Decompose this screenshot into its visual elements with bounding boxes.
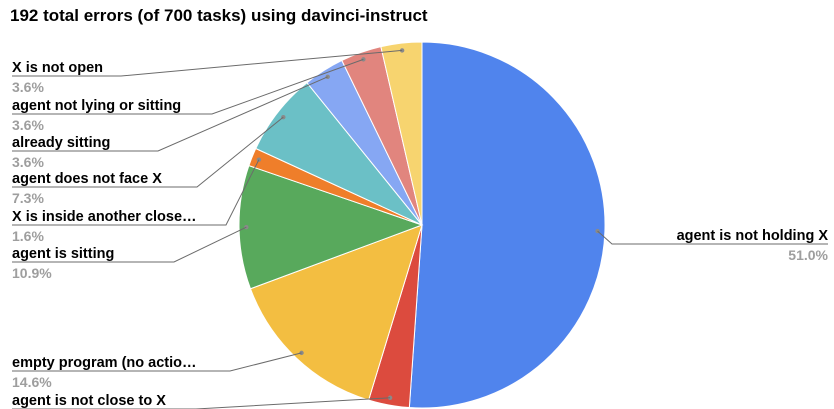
slice-label: agent not lying or sitting: [12, 98, 181, 114]
slice-label: agent is sitting: [12, 246, 114, 262]
leader-line: [12, 159, 260, 226]
slice-label: already sitting: [12, 135, 110, 151]
leader-line: [12, 76, 328, 152]
leader-dot: [256, 157, 262, 162]
pie-slice-empty-program-no-actio[interactable]: [249, 224, 423, 401]
slice-label: agent is not close to X: [12, 393, 166, 409]
leader-line: [597, 230, 828, 245]
slice-percent-label: 3.6%: [12, 154, 44, 170]
chart-title: 192 total errors (of 700 tasks) using da…: [10, 6, 428, 25]
slice-label: empty program (no actio…: [12, 355, 197, 371]
leader-line: [12, 116, 284, 188]
leader-line: [12, 226, 247, 263]
slice-percent-label: 3.6%: [12, 117, 44, 133]
leader-dot: [399, 48, 405, 53]
slice-percent-label: 7.3%: [12, 190, 44, 206]
pie-slice-agent-is-sitting[interactable]: [238, 164, 424, 290]
leader-line: [12, 58, 364, 115]
slice-percent-label: 3.6%: [12, 79, 44, 95]
pie-slice-agent-is-not-holding-x[interactable]: [408, 41, 606, 409]
leader-dot: [387, 395, 393, 400]
leader-dot: [361, 57, 366, 62]
slice-percent-label: 51.0%: [788, 247, 828, 263]
pie-slice-x-is-not-open[interactable]: [380, 41, 423, 226]
slice-percent-label: 1.6%: [12, 228, 44, 244]
leader-line: [12, 352, 302, 372]
slice-label: agent is not holding X: [677, 228, 829, 244]
slice-label: X is inside another close…: [12, 209, 197, 225]
leader-line: [12, 49, 403, 77]
slice-percent-label: 14.6%: [12, 374, 52, 390]
slice-label: agent does not face X: [12, 171, 162, 187]
slice-label: X is not open: [12, 60, 103, 76]
leader-line: [12, 397, 391, 409]
leader-dot: [299, 350, 304, 356]
leader-dot: [244, 225, 249, 230]
slice-percent-label: 10.9%: [12, 265, 52, 281]
leader-dot: [325, 74, 330, 79]
